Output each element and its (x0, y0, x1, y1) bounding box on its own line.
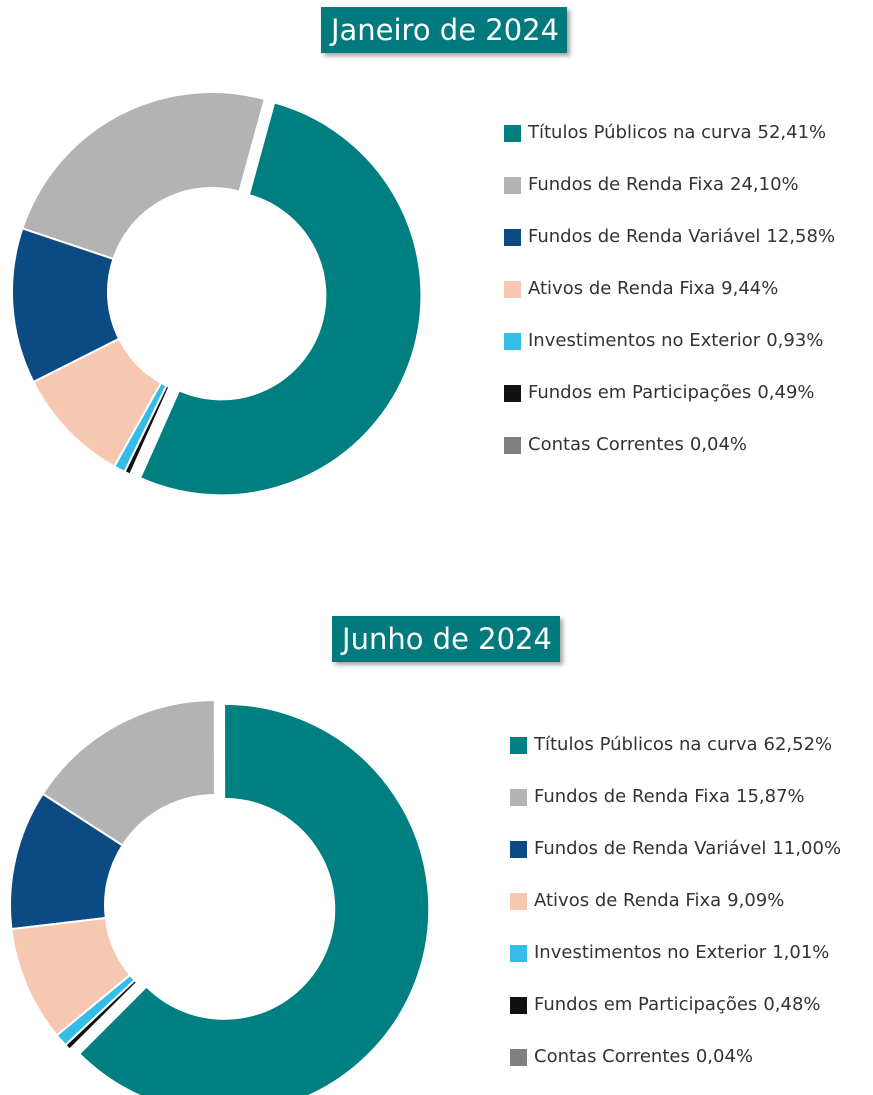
legend-name: Fundos de Renda Fixa (534, 786, 730, 807)
donut-slice (10, 916, 132, 1037)
legend-name: Títulos Públicos na curva (527, 122, 752, 143)
legend-label: Investimentos no Exterior 0,93% (528, 330, 823, 351)
legend-name: Contas Correntes (528, 434, 684, 455)
donut-slice (138, 101, 423, 497)
legend-label: Fundos em Participações 0,48% (534, 994, 821, 1015)
legend-value: 0,04% (690, 434, 747, 455)
legend-value: 1,01% (772, 942, 829, 963)
legend-swatch (504, 437, 521, 454)
legend-swatch (504, 229, 521, 246)
legend-label: Títulos Públicos na curva 62,52% (533, 734, 832, 755)
legend-name: Ativos de Renda Fixa (528, 278, 715, 299)
legend-value: 0,48% (763, 994, 820, 1015)
title-box (320, 7, 568, 53)
legend-label: Ativos de Renda Fixa 9,09% (534, 890, 784, 911)
legend-label: Fundos em Participações 0,49% (528, 382, 815, 403)
legend-value: 9,09% (727, 890, 784, 911)
legend-swatch (510, 737, 527, 754)
donut-slice (11, 227, 121, 384)
legend-label: Fundos de Renda Fixa 15,87% (534, 786, 805, 807)
legend-label: Fundos de Renda Fixa 24,10% (528, 174, 799, 195)
legend-label: Contas Correntes 0,04% (534, 1046, 753, 1067)
legend-name: Títulos Públicos na curva (533, 734, 758, 755)
legend-value: 9,44% (721, 278, 778, 299)
legend-value: 0,93% (766, 330, 823, 351)
legend-label: Contas Correntes 0,04% (528, 434, 747, 455)
chart-title: Janeiro de 2024 (329, 13, 559, 47)
legend-name: Ativos de Renda Fixa (534, 890, 721, 911)
donut-slice (41, 698, 216, 847)
legend-value: 0,04% (696, 1046, 753, 1067)
legend-label: Títulos Públicos na curva 52,41% (527, 122, 826, 143)
donut-slice (77, 702, 431, 1095)
title-box (332, 616, 560, 662)
legend-value: 11,00% (772, 838, 841, 859)
legend-value: 12,58% (766, 226, 835, 247)
legend-swatch (504, 177, 521, 194)
legend-name: Fundos de Renda Variável (534, 838, 766, 859)
legend-swatch (510, 893, 527, 910)
donut-slice (68, 981, 139, 1052)
legend-label: Investimentos no Exterior 1,01% (534, 942, 829, 963)
legend-name: Investimentos no Exterior (534, 942, 767, 963)
legend-name: Fundos de Renda Variável (528, 226, 760, 247)
legend-value: 0,49% (757, 382, 814, 403)
legend-name: Fundos de Renda Fixa (528, 174, 724, 195)
legend-value: 62,52% (764, 734, 833, 755)
legend-label: Ativos de Renda Fixa 9,44% (528, 278, 778, 299)
legend-swatch (504, 125, 521, 142)
legend-label: Fundos de Renda Variável 12,58% (528, 226, 835, 247)
legend-swatch (510, 841, 527, 858)
donut-slice (32, 337, 163, 468)
legend-swatch (504, 281, 521, 298)
legend-value: 24,10% (730, 174, 799, 195)
legend-name: Investimentos no Exterior (528, 330, 761, 351)
legend-swatch (510, 1049, 527, 1066)
donut-slice (21, 91, 267, 261)
chart-title: Junho de 2024 (340, 622, 552, 656)
legend-swatch (510, 997, 527, 1014)
legend-value: 52,41% (758, 122, 827, 143)
legend-swatch (510, 945, 527, 962)
legend-swatch (504, 333, 521, 350)
legend-name: Fundos em Participações (534, 994, 757, 1015)
legend-value: 15,87% (736, 786, 805, 807)
donut-slice (128, 385, 172, 477)
legend-name: Fundos em Participações (528, 382, 751, 403)
legend-swatch (510, 789, 527, 806)
legend-name: Contas Correntes (534, 1046, 690, 1067)
legend-swatch (504, 385, 521, 402)
legend-label: Fundos de Renda Variável 11,00% (534, 838, 841, 859)
donut-slice (9, 792, 124, 931)
